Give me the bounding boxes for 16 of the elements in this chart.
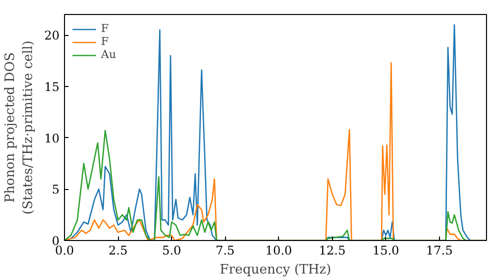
x-tick-label: 17.5 (426, 244, 453, 258)
x-axis-title: Frequency (THz) (220, 262, 332, 278)
x-tick-label: 12.5 (318, 244, 346, 258)
y-tick-label: 15 (44, 80, 60, 94)
x-tick-label: 5.0 (162, 244, 182, 258)
y-tick-label: 20 (44, 28, 60, 43)
x-tick-label: 7.5 (216, 244, 235, 258)
y-tick-label: 10 (44, 131, 60, 146)
y-tick-label: 5 (52, 182, 60, 197)
x-tick-label: 2.5 (108, 244, 128, 258)
y-axis-title: Phonon projected DOS (States/THz·primitive cell) (3, 40, 36, 214)
legend-label: Au (101, 48, 118, 61)
legend-label: F (101, 35, 110, 48)
x-tick-label: 15.0 (372, 244, 400, 258)
legend-label: F (101, 22, 110, 35)
x-tick-label: 10.0 (265, 244, 292, 258)
